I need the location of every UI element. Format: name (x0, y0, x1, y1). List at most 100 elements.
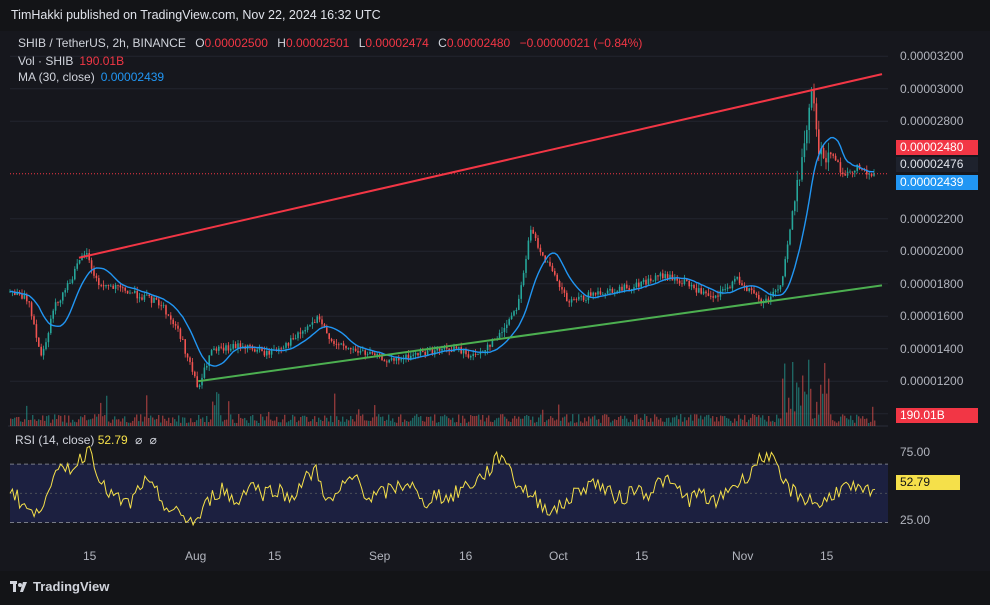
candle-body (83, 254, 86, 256)
candle-body (851, 171, 854, 173)
volume-bar (764, 419, 766, 426)
volume-bar (488, 415, 490, 426)
candle-body (712, 296, 714, 298)
volume-bar (714, 421, 716, 426)
volume-bar (708, 414, 710, 426)
candle-body (602, 293, 604, 295)
candle-body (182, 338, 184, 340)
volume-bar (678, 419, 680, 426)
candle-body (844, 174, 846, 176)
candle-body (304, 329, 306, 332)
volume-bar (600, 422, 602, 426)
volume-bar (466, 422, 468, 426)
candle-body (323, 324, 326, 328)
candle-body (290, 338, 292, 346)
volume-bar (558, 404, 560, 426)
volume-bar (726, 417, 728, 426)
candle-body (146, 294, 148, 296)
candle-body (664, 274, 666, 279)
volume-bar (424, 421, 426, 426)
candle-body (254, 349, 256, 352)
candle-body (9, 291, 11, 293)
moving-average-line (9, 136, 874, 367)
volume-bar (84, 415, 86, 426)
volume-bar (10, 418, 12, 426)
candle-body (837, 160, 839, 163)
candle-body (256, 349, 258, 352)
volume-bar (644, 414, 646, 426)
candle-body (371, 352, 374, 354)
volume-bar (484, 421, 486, 426)
candle-body (662, 273, 664, 279)
volume-bar (34, 419, 36, 426)
volume-bar (578, 414, 580, 426)
candle-body (784, 259, 786, 277)
settings-icon[interactable]: ⌀ (149, 433, 157, 447)
volume-bar (28, 420, 30, 426)
volume-bar (396, 422, 398, 426)
candle-body (647, 278, 650, 285)
ma-value: 0.00002439 (100, 70, 165, 84)
volume-bar (514, 415, 516, 426)
candle-body (798, 179, 801, 181)
ma-legend[interactable]: MA (30, close) 0.00002439 (18, 70, 170, 84)
volume-bar (604, 414, 606, 426)
volume-bar (848, 419, 850, 426)
candle-body (611, 288, 614, 293)
volume-bar (216, 392, 218, 426)
volume-bar (658, 419, 660, 426)
candle-body (378, 353, 381, 355)
candle-body (150, 295, 153, 303)
volume-bar (440, 416, 442, 426)
candle-body (52, 310, 54, 319)
candle-body (455, 346, 458, 349)
volume-bar (260, 414, 262, 426)
volume-bar (300, 417, 302, 426)
volume-bar (204, 422, 206, 426)
volume-bar (314, 416, 316, 426)
candle-body (278, 348, 280, 351)
symbol-name[interactable]: SHIB / TetherUS, 2h, BINANCE (18, 36, 186, 50)
candle-body (347, 348, 350, 349)
volume-bar (288, 421, 290, 426)
candle-body (376, 353, 378, 356)
volume-bar (68, 415, 70, 426)
volume-legend[interactable]: Vol · SHIB 190.01B (18, 54, 130, 68)
candle-body (177, 325, 179, 329)
hide-icon[interactable]: ⌀ (135, 433, 143, 447)
rsi-line (9, 445, 876, 527)
candle-body (472, 354, 474, 357)
candle-body (412, 354, 414, 356)
volume-bar (346, 419, 348, 426)
volume-bar (598, 419, 600, 426)
volume-bar (54, 414, 56, 426)
candle-body (381, 354, 383, 361)
volume-bar (868, 422, 870, 426)
candle-body (503, 328, 506, 333)
volume-bar (622, 418, 624, 426)
candle-body (134, 290, 136, 293)
volume-bar (374, 405, 376, 426)
candle-body (849, 171, 851, 173)
rsi-legend[interactable]: RSI (14, close) 52.79 ⌀ ⌀ (15, 433, 157, 447)
ma-label: MA (30, close) (18, 70, 95, 84)
volume-bar (328, 421, 330, 426)
candle-body (57, 302, 59, 303)
candle-body (93, 268, 95, 276)
candle-body (734, 278, 736, 282)
tradingview-logo[interactable]: TradingView (10, 579, 109, 594)
candle-body (436, 347, 438, 351)
candle-body (340, 343, 342, 345)
volume-bar (610, 422, 612, 426)
candle-body (282, 347, 285, 349)
price-tick: 0.00002200 (900, 211, 964, 226)
volume-bar (146, 395, 148, 426)
volume-bar (278, 422, 280, 426)
candle-body (561, 287, 563, 290)
candle-body (417, 353, 419, 356)
volume-bar (818, 414, 820, 426)
candle-body (311, 322, 314, 325)
candle-body (117, 284, 119, 286)
candle-body (23, 294, 26, 299)
